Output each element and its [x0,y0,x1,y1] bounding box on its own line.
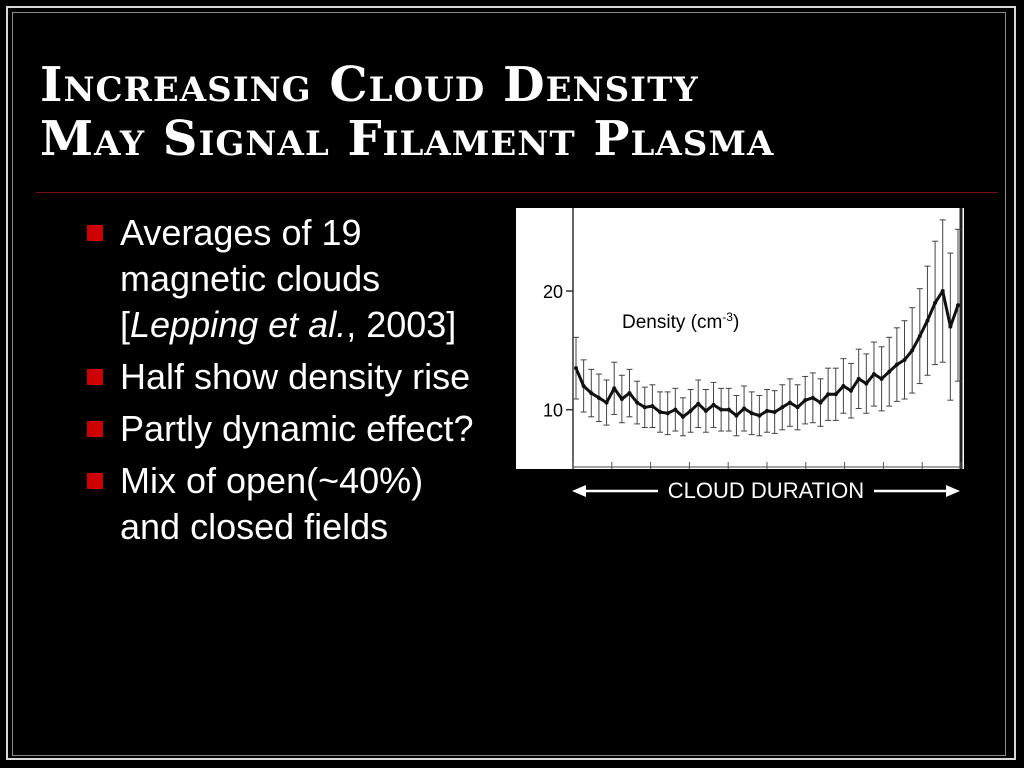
bullet-text: Half show density rise [120,356,471,397]
bullet-text: Partly dynamic effect? [120,408,474,449]
y-tick-label: 20 [543,282,563,302]
citation-authors: Lepping et al. [130,304,347,345]
square-bullet-icon [87,225,103,241]
square-bullet-icon [87,369,103,385]
bullet-text: Averages of 19 magnetic clouds [Lepping … [120,212,457,345]
arrow-left-icon [572,485,586,497]
title-divider [36,192,998,193]
arrow-right-icon [946,485,960,497]
density-chart: 10 20 Density (cm-3) [516,208,964,469]
bullet-item: Partly dynamic effect? [82,406,492,452]
bullet-text: Mix of open(~40%) and closed fields [120,460,424,547]
y-axis-label: Density (cm-3) [622,310,739,333]
title-line-2: May Signal Filament Plasma [40,111,775,167]
density-series-line [574,289,960,419]
y-ticks: 10 20 [543,282,962,469]
square-bullet-icon [87,421,103,437]
x-axis-label: CLOUD DURATION [572,478,960,504]
title-line-1: Increasing Cloud Density [40,57,699,113]
slide-inner-frame [12,12,1006,756]
y-tick-label: 10 [543,401,563,421]
bullet-item: Mix of open(~40%) and closed fields [82,458,492,550]
bullet-list: Averages of 19 magnetic clouds [Lepping … [82,210,492,556]
bullet-item: Averages of 19 magnetic clouds [Lepping … [82,210,492,348]
slide-title: Increasing Cloud Density May Signal Fila… [40,58,774,166]
bullet-item: Half show density rise [82,354,492,400]
slide-outer-frame [6,6,1016,760]
square-bullet-icon [87,473,103,489]
